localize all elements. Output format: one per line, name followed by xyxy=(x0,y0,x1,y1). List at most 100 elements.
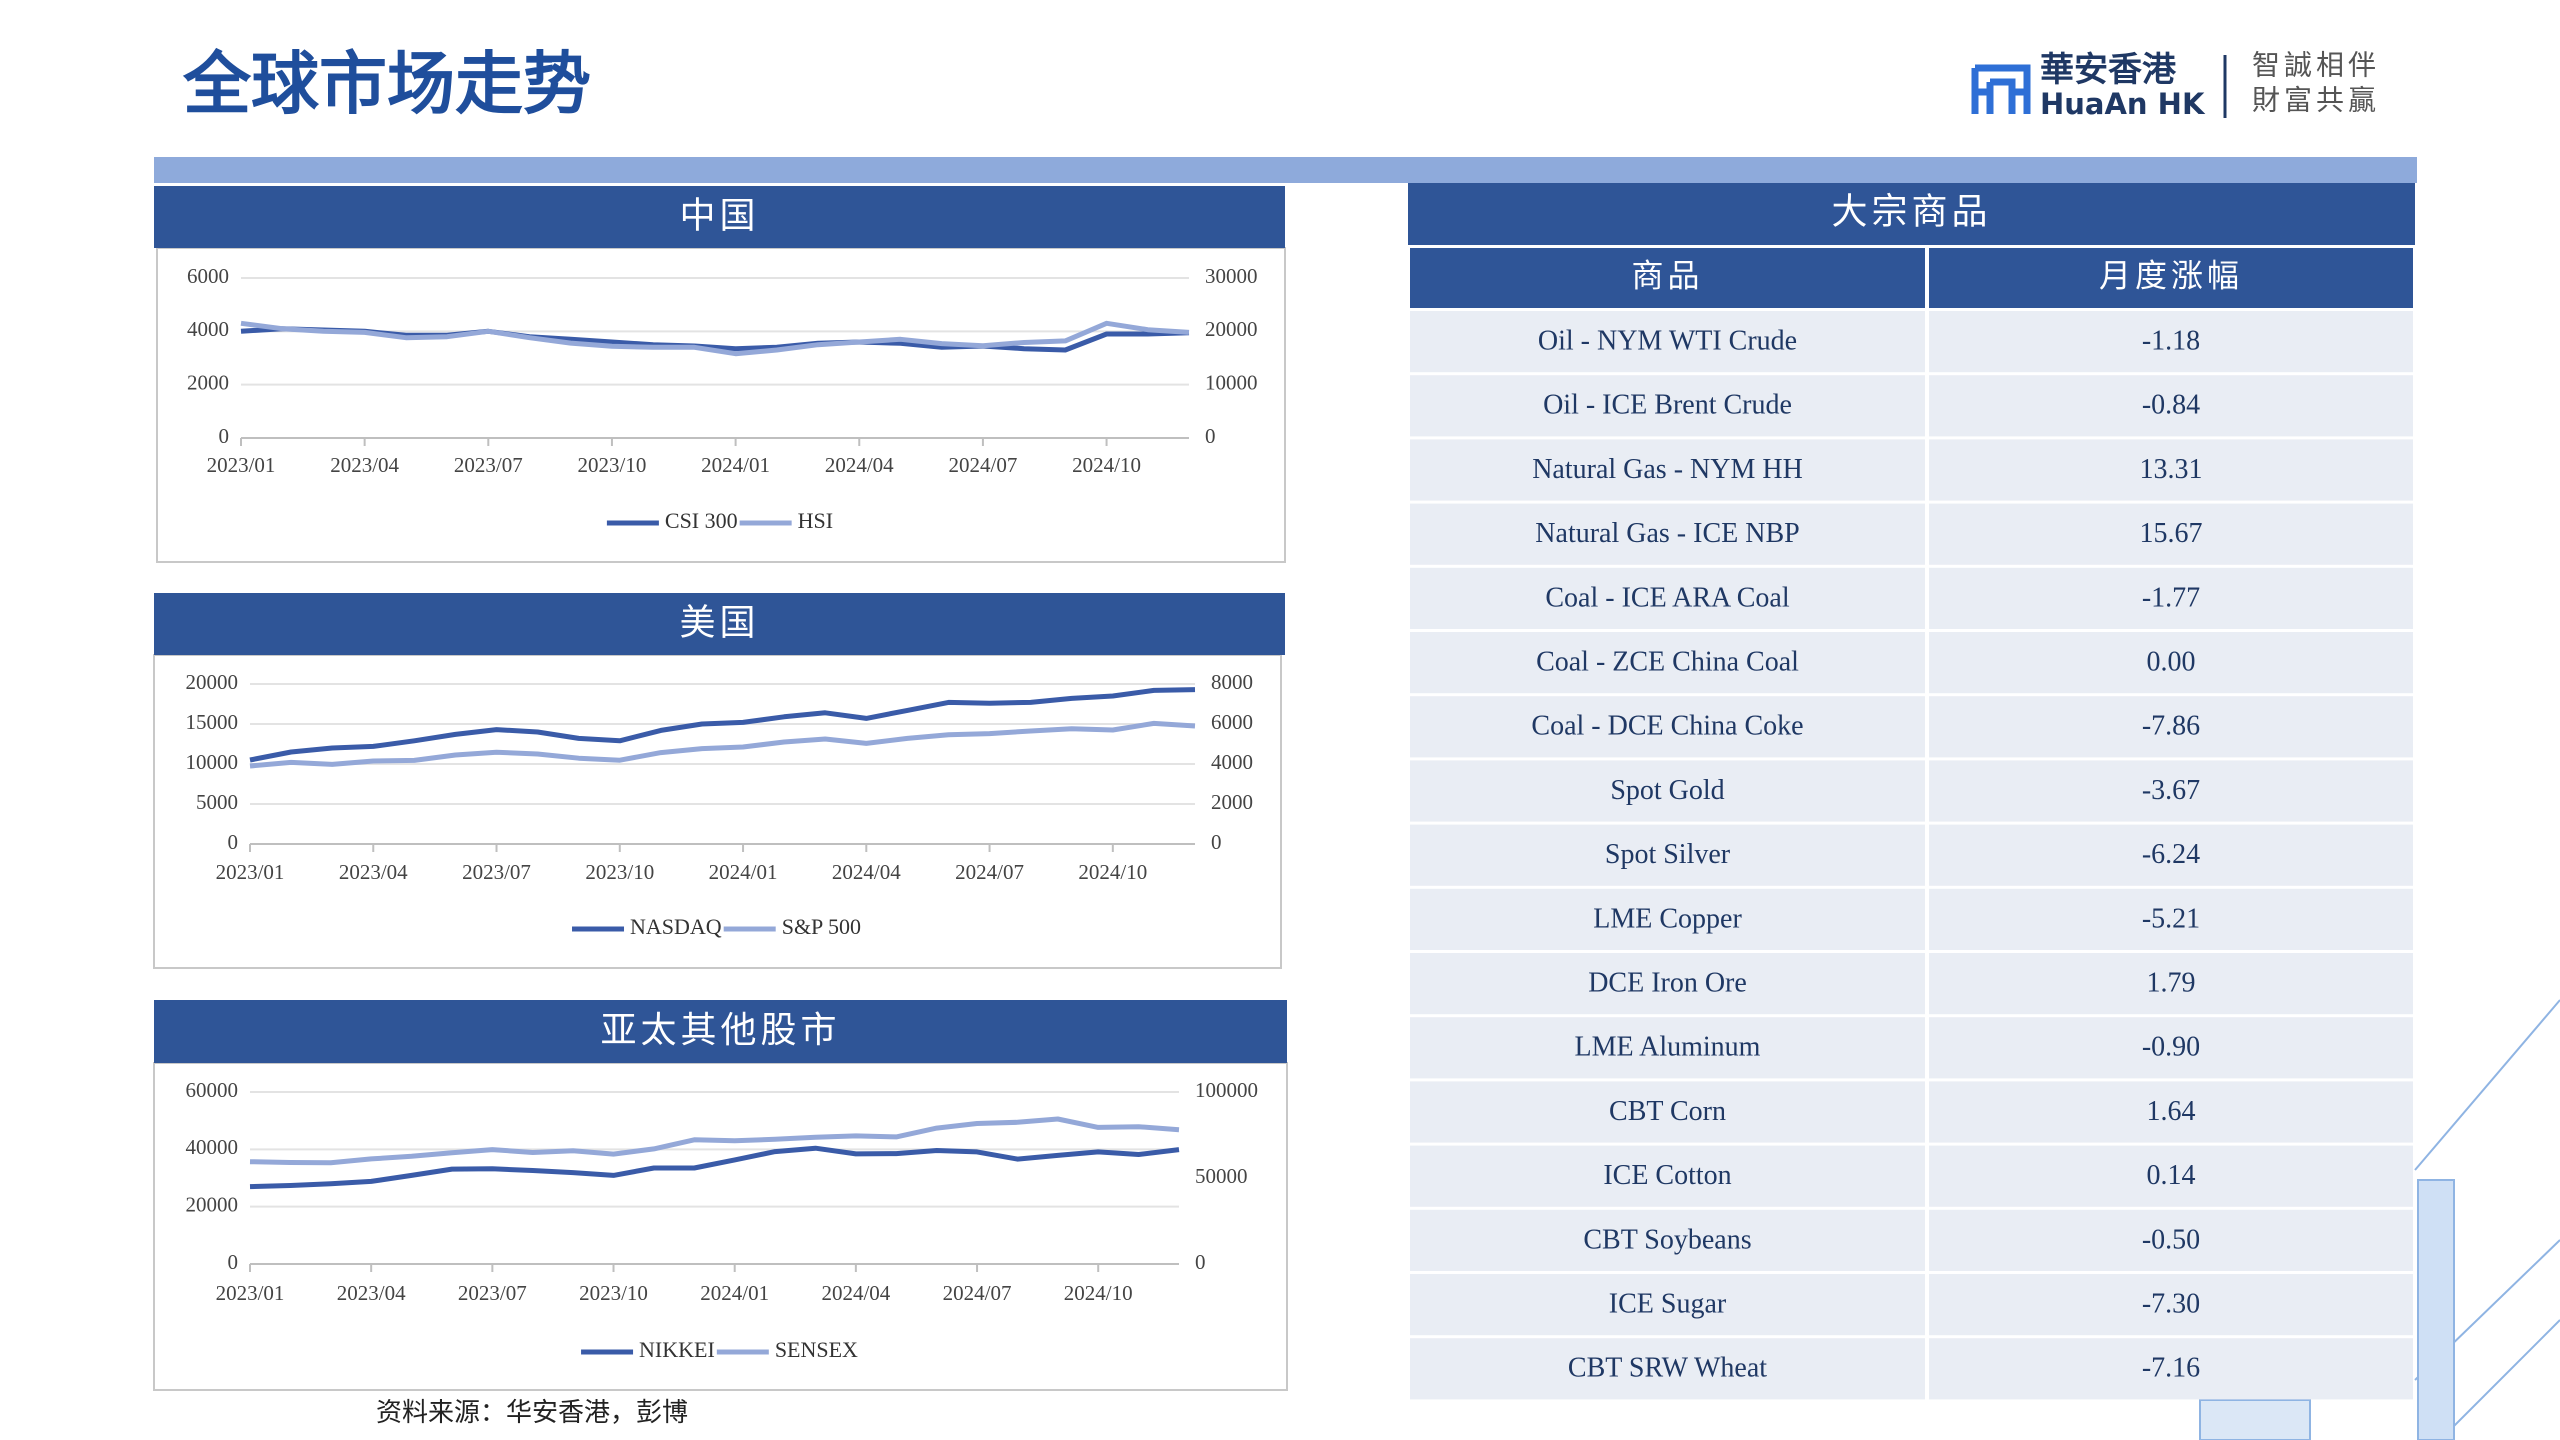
table-cell xyxy=(1410,439,1925,501)
table-cell xyxy=(1410,1209,1925,1271)
panel-title: 亚太其他股市 xyxy=(600,1010,840,1050)
cell-text: -0.50 xyxy=(2142,1224,2200,1255)
chart-frame xyxy=(153,654,1282,969)
cell-text: -6.24 xyxy=(2142,839,2200,870)
series-line xyxy=(249,1116,1180,1166)
table-header xyxy=(1408,183,2415,245)
cell-text: Coal - DCE China Coke xyxy=(1531,711,1803,742)
x-tick-label: 2023/10 xyxy=(579,1281,648,1305)
column-header: 月度涨幅 xyxy=(2099,257,2243,293)
y-tick-label: 0 xyxy=(228,1250,239,1274)
cell-text: Coal - ZCE China Coal xyxy=(1536,647,1799,678)
logo-slogan: 智誠相伴 xyxy=(2252,49,2380,81)
cell-text: Natural Gas - ICE NBP xyxy=(1535,518,1799,549)
y2-tick-label: 100000 xyxy=(1195,1078,1258,1102)
y-tick-label: 15000 xyxy=(186,710,239,734)
y2-tick-label: 0 xyxy=(1205,424,1216,448)
y-tick-label: 10000 xyxy=(186,750,239,774)
top-band xyxy=(154,157,2417,183)
deco-line xyxy=(2439,1319,2560,1440)
table-cell xyxy=(1929,760,2413,822)
cell-text: -7.16 xyxy=(2142,1353,2200,1384)
x-tick-label: 2024/07 xyxy=(943,1281,1012,1305)
y2-tick-label: 10000 xyxy=(1205,370,1258,394)
table-cell xyxy=(1929,503,2413,565)
legend-label: NASDAQ xyxy=(630,914,722,939)
legend-label: CSI 300 xyxy=(665,508,738,533)
cell-text: Coal - ICE ARA Coal xyxy=(1545,582,1789,613)
deco-line xyxy=(2414,999,2560,1171)
x-tick-label: 2023/04 xyxy=(339,860,408,884)
logo-slogan: 財富共贏 xyxy=(2252,84,2380,116)
chart-frame xyxy=(156,247,1286,563)
table-cell xyxy=(1410,1274,1925,1336)
cell-text: Natural Gas - NYM HH xyxy=(1532,454,1803,485)
y-tick-label: 20000 xyxy=(186,1192,239,1216)
legend-label: HSI xyxy=(798,508,833,533)
source-note: 资料来源：华安香港，彭博 xyxy=(376,1398,688,1427)
series-line xyxy=(249,720,1196,769)
cell-text: -1.18 xyxy=(2142,326,2200,357)
panel-title: 中国 xyxy=(679,195,759,235)
table-cell xyxy=(1410,1017,1925,1079)
chart-frame xyxy=(153,1062,1288,1391)
x-tick-label: 2024/04 xyxy=(832,860,901,884)
deco-building xyxy=(2199,1399,2311,1440)
y-tick-label: 0 xyxy=(219,424,230,448)
legend-label: S&P 500 xyxy=(782,914,861,939)
x-tick-label: 2024/01 xyxy=(701,453,770,477)
x-tick-label: 2024/07 xyxy=(955,860,1024,884)
y2-tick-label: 8000 xyxy=(1211,670,1253,694)
cell-text: 0.00 xyxy=(2147,647,2196,678)
column-header-cell xyxy=(1929,248,2413,308)
x-tick-label: 2024/10 xyxy=(1078,860,1147,884)
cell-text: 0.14 xyxy=(2147,1160,2196,1191)
table-cell xyxy=(1929,1209,2413,1271)
y-tick-label: 40000 xyxy=(186,1135,239,1159)
column-header: 商品 xyxy=(1631,257,1703,293)
cell-text: 13.31 xyxy=(2140,454,2203,485)
table-title: 大宗商品 xyxy=(1831,191,1991,231)
y-tick-label: 4000 xyxy=(187,317,229,341)
table-cell xyxy=(1410,632,1925,694)
y-tick-label: 2000 xyxy=(187,370,229,394)
table-cell xyxy=(1929,1017,2413,1079)
x-tick-label: 2023/01 xyxy=(216,860,285,884)
cell-text: -0.84 xyxy=(2142,390,2200,421)
panel-header xyxy=(154,186,1285,248)
cell-text: -0.90 xyxy=(2142,1032,2200,1063)
y-tick-label: 0 xyxy=(228,830,239,854)
panel-header xyxy=(154,1000,1287,1063)
x-tick-label: 2023/07 xyxy=(462,860,531,884)
x-tick-label: 2023/04 xyxy=(337,1281,406,1305)
x-tick-label: 2023/07 xyxy=(454,453,523,477)
table-cell xyxy=(1410,375,1925,437)
slide-title: 全球市场走势 xyxy=(182,47,591,123)
deco-building xyxy=(2417,1179,2455,1440)
table-cell xyxy=(1929,1081,2413,1143)
cell-text: Oil - NYM WTI Crude xyxy=(1538,326,1797,357)
y2-tick-label: 20000 xyxy=(1205,317,1258,341)
cell-text: LME Copper xyxy=(1593,903,1742,934)
table-cell xyxy=(1410,311,1925,373)
y-tick-label: 60000 xyxy=(186,1078,239,1102)
cell-text: ICE Sugar xyxy=(1609,1289,1727,1320)
cell-text: 1.64 xyxy=(2147,1096,2196,1127)
cell-text: CBT Soybeans xyxy=(1583,1224,1751,1255)
table-cell xyxy=(1929,696,2413,758)
logo: 華安香港 HuaAn HK 智誠相伴 財富共贏 xyxy=(1971,49,2380,121)
table-cell xyxy=(1929,439,2413,501)
table-cell xyxy=(1929,824,2413,886)
cell-text: DCE Iron Ore xyxy=(1588,968,1747,999)
x-tick-label: 2024/01 xyxy=(709,860,778,884)
table-cell xyxy=(1410,696,1925,758)
cell-text: Oil - ICE Brent Crude xyxy=(1543,390,1792,421)
table-cell xyxy=(1410,888,1925,950)
cell-text: ICE Cotton xyxy=(1603,1160,1731,1191)
x-tick-label: 2023/01 xyxy=(216,1281,285,1305)
x-tick-label: 2023/07 xyxy=(458,1281,527,1305)
series-line xyxy=(249,1145,1180,1190)
y2-tick-label: 50000 xyxy=(1195,1164,1248,1188)
y2-tick-label: 6000 xyxy=(1211,710,1253,734)
